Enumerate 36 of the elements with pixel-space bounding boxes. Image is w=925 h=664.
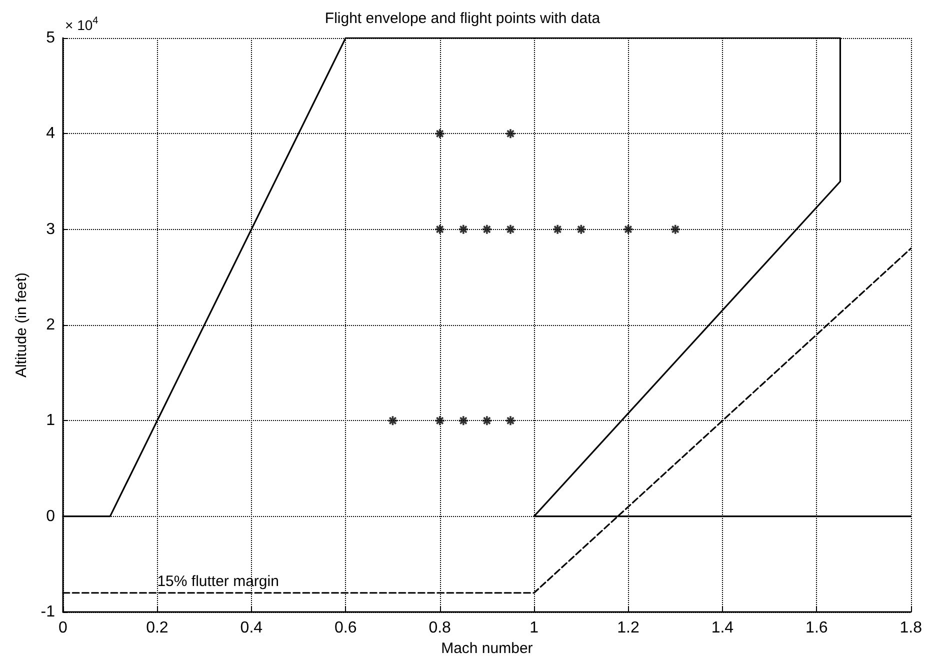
y-tick-label: -1 [40,604,56,620]
chart-title: Flight envelope and flight points with data [324,10,601,27]
point [670,224,681,235]
x-tick-label: 0.4 [240,620,263,636]
y-axis-title: Altitude (in feet) [13,272,30,378]
x-tick-label: 1.8 [900,620,922,636]
x-tick-label: 0 [58,620,68,636]
point [434,224,446,235]
annotation: 15% flutter margin [157,572,279,590]
point [434,128,446,140]
y-tick-label: 5 [46,30,56,46]
point [482,415,492,426]
y-tick-label: 2 [46,316,56,334]
x-axis-title: Mach number [441,640,533,657]
point [505,415,516,426]
y-tick-label: 1 [46,412,56,430]
point [505,128,516,140]
point [505,224,516,235]
point [458,415,469,426]
y-tick-label: 3 [46,220,56,238]
point [434,415,446,426]
point [387,415,398,426]
x-tick-label: 0.6 [334,620,357,636]
y-tick-label: 4 [46,125,56,142]
point [622,224,634,235]
x-tick-label: 1 [530,620,539,636]
x-tick-label: 1.2 [617,620,640,636]
x-tick-label: 0.2 [146,620,168,636]
point [552,224,563,235]
x-tick-label: 1.4 [711,620,734,636]
point [482,224,492,235]
point [458,224,469,235]
x-tick-label: 1.6 [806,620,828,636]
x-tick-label: 0.8 [428,620,452,636]
point [576,224,587,235]
y-tick-label: 0 [46,508,56,525]
